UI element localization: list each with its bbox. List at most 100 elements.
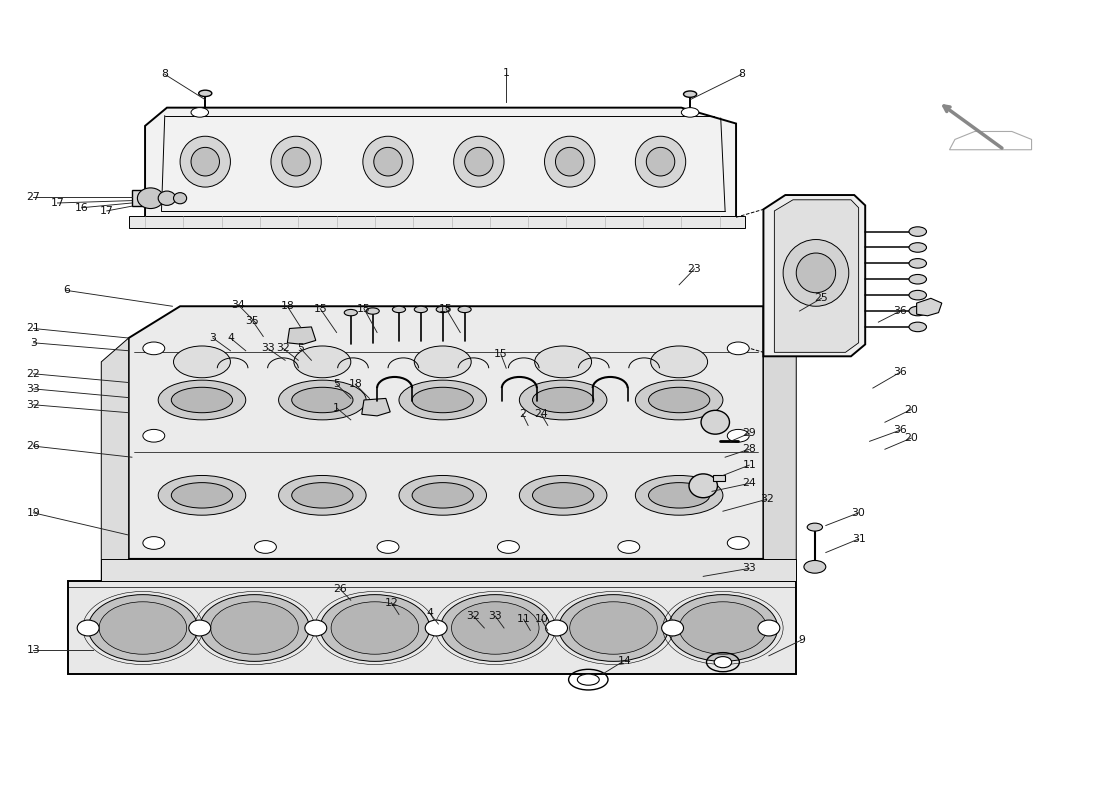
Ellipse shape	[783, 239, 849, 306]
Text: 9: 9	[799, 635, 805, 645]
Text: 35: 35	[245, 315, 260, 326]
Text: 33: 33	[488, 611, 503, 621]
Ellipse shape	[701, 410, 729, 434]
Polygon shape	[129, 306, 763, 559]
Ellipse shape	[804, 561, 826, 573]
Text: 5: 5	[297, 343, 304, 354]
Ellipse shape	[909, 258, 926, 268]
Ellipse shape	[143, 342, 165, 354]
Ellipse shape	[668, 594, 778, 662]
Text: 1: 1	[333, 403, 340, 413]
Text: 36: 36	[893, 306, 907, 316]
Text: 33: 33	[261, 343, 275, 354]
Ellipse shape	[909, 290, 926, 300]
Text: 11: 11	[742, 460, 756, 470]
Ellipse shape	[412, 482, 473, 508]
Ellipse shape	[727, 342, 749, 354]
Text: eurospares: eurospares	[188, 320, 365, 384]
Text: 3: 3	[30, 338, 37, 348]
Text: 3: 3	[209, 333, 217, 343]
Ellipse shape	[191, 108, 209, 117]
Text: 17: 17	[51, 198, 65, 208]
Ellipse shape	[636, 136, 685, 187]
Text: 32: 32	[26, 400, 41, 410]
Text: 20: 20	[904, 433, 918, 443]
Text: 29: 29	[742, 428, 756, 438]
Text: 30: 30	[851, 508, 866, 518]
Ellipse shape	[909, 322, 926, 332]
Ellipse shape	[651, 346, 707, 378]
Ellipse shape	[661, 620, 683, 636]
Ellipse shape	[559, 594, 668, 662]
Ellipse shape	[649, 387, 710, 413]
Ellipse shape	[727, 430, 749, 442]
Bar	[713, 474, 725, 481]
Ellipse shape	[254, 541, 276, 554]
Ellipse shape	[683, 91, 696, 98]
Text: 15: 15	[494, 349, 507, 359]
Text: 10: 10	[535, 614, 548, 624]
Ellipse shape	[143, 430, 165, 442]
Ellipse shape	[158, 191, 176, 206]
Text: 18: 18	[349, 379, 362, 389]
Text: 14: 14	[617, 655, 631, 666]
Ellipse shape	[544, 136, 595, 187]
Polygon shape	[68, 581, 796, 674]
Ellipse shape	[689, 474, 717, 498]
Text: 5: 5	[333, 379, 340, 389]
Ellipse shape	[714, 657, 732, 668]
Ellipse shape	[138, 188, 164, 209]
Ellipse shape	[412, 387, 473, 413]
Ellipse shape	[451, 602, 539, 654]
Text: 12: 12	[384, 598, 398, 607]
Ellipse shape	[199, 90, 212, 97]
Ellipse shape	[807, 523, 823, 531]
Ellipse shape	[292, 482, 353, 508]
Ellipse shape	[519, 475, 607, 515]
Text: 19: 19	[26, 508, 41, 518]
Text: 23: 23	[688, 264, 702, 274]
Polygon shape	[763, 195, 866, 356]
Polygon shape	[774, 200, 859, 352]
Text: 15: 15	[314, 304, 327, 314]
Ellipse shape	[200, 594, 309, 662]
Ellipse shape	[497, 541, 519, 554]
Ellipse shape	[578, 674, 600, 686]
Ellipse shape	[331, 602, 419, 654]
Text: eurospares: eurospares	[188, 566, 365, 630]
Ellipse shape	[458, 306, 471, 313]
Text: 28: 28	[742, 444, 756, 454]
Ellipse shape	[172, 482, 232, 508]
Ellipse shape	[546, 620, 568, 636]
Text: 8: 8	[162, 70, 168, 79]
Text: 33: 33	[742, 563, 756, 574]
Ellipse shape	[282, 147, 310, 176]
Text: 24: 24	[742, 478, 756, 489]
Polygon shape	[287, 327, 316, 344]
Ellipse shape	[681, 108, 698, 117]
Text: 33: 33	[26, 384, 41, 394]
Polygon shape	[362, 398, 390, 416]
Polygon shape	[916, 298, 942, 316]
Ellipse shape	[174, 346, 230, 378]
Text: 1: 1	[503, 68, 509, 78]
Ellipse shape	[453, 136, 504, 187]
Ellipse shape	[158, 475, 245, 515]
Ellipse shape	[636, 475, 723, 515]
Ellipse shape	[305, 620, 327, 636]
Text: 15: 15	[358, 304, 371, 314]
Text: 4: 4	[227, 333, 234, 343]
Ellipse shape	[278, 380, 366, 420]
Ellipse shape	[377, 541, 399, 554]
Ellipse shape	[99, 602, 187, 654]
Ellipse shape	[758, 620, 780, 636]
Ellipse shape	[363, 136, 414, 187]
Text: 22: 22	[26, 369, 41, 378]
Text: 16: 16	[75, 202, 88, 213]
Ellipse shape	[618, 541, 640, 554]
Text: 21: 21	[26, 323, 41, 334]
Ellipse shape	[320, 594, 430, 662]
Text: 8: 8	[738, 70, 745, 79]
Text: 36: 36	[893, 367, 907, 377]
Ellipse shape	[909, 242, 926, 252]
